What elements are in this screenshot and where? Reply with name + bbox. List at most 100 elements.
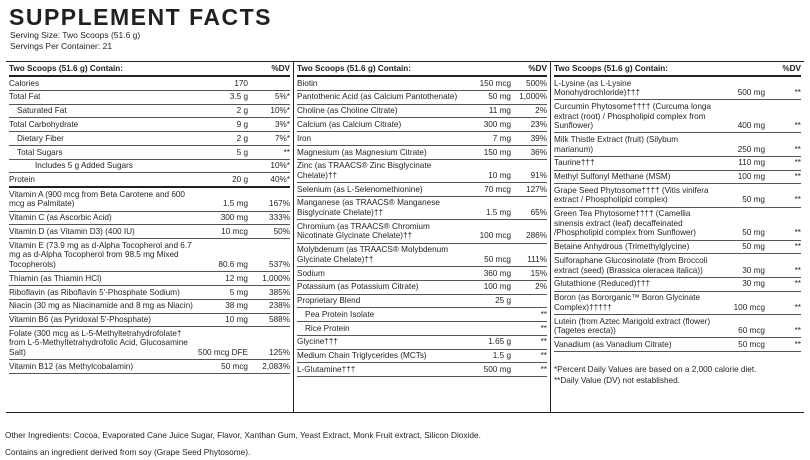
daily-value: ** xyxy=(283,147,290,157)
nutrient-name: Niacin (30 mg as Niacinamide and 8 mg as… xyxy=(9,301,193,311)
nutrient-row: Methyl Sulfonyl Methane (MSM) 100 mg ** xyxy=(554,171,801,185)
daily-value: ** xyxy=(794,279,801,289)
daily-value: ** xyxy=(794,339,801,349)
nutrient-name: Proprietary Blend xyxy=(297,296,361,306)
nutrient-name: L-Lysine (as L-Lysine Monohydrochloride)… xyxy=(554,78,641,98)
daily-value: 385% xyxy=(269,287,290,297)
daily-value: 1,000% xyxy=(262,273,290,283)
nutrient-row: Riboflavin (as Riboflavin 5′-Phosphate S… xyxy=(9,286,290,300)
nutrient-row: Potassium (as Potassium Citrate) 100 mg 2% xyxy=(297,281,547,295)
daily-value: 238% xyxy=(269,301,290,311)
nutrient-row: Rice Protein ** xyxy=(297,322,547,336)
nutrient-name: Pantothenic Acid (as Calcium Pantothenat… xyxy=(297,92,458,102)
nutrient-name: Biotin xyxy=(297,78,318,88)
daily-value: 125% xyxy=(269,348,290,358)
amount: 25 g xyxy=(495,296,511,306)
footnotes: *Percent Daily Values are based on a 2,0… xyxy=(554,364,801,386)
column: Two Scoops (51.6 g) Contain: %DV L-Lysine … xyxy=(550,62,804,412)
nutrient-row: Saturated Fat 2 g 10%* xyxy=(9,105,290,119)
column-header: Two Scoops (51.6 g) Contain: %DV xyxy=(297,62,547,77)
amount: 100 mcg xyxy=(479,231,511,241)
daily-value: ** xyxy=(540,323,547,333)
column-header: Two Scoops (51.6 g) Contain: %DV xyxy=(554,62,801,77)
amount: 3.5 g xyxy=(229,92,248,102)
amount: 7 mg xyxy=(492,133,511,143)
nutrient-row: Biotin 150 mcg 500% xyxy=(297,77,547,91)
amount: 9 g xyxy=(236,119,248,129)
amount: 10 mg xyxy=(225,315,248,325)
daily-value: 2,083% xyxy=(262,361,290,371)
nutrient-row: Niacin (30 mg as Niacinamide and 8 mg as… xyxy=(9,300,290,314)
amount: 38 mg xyxy=(225,301,248,311)
nutrient-row: Glutathione (Reduced)††† 30 mg ** xyxy=(554,278,801,292)
nutrient-name: Vanadium (as Vanadium Citrate) xyxy=(554,339,672,349)
column: Two Scoops (51.6 g) Contain: %DV Calories 1… xyxy=(6,62,293,412)
nutrient-row: Molybdenum (as TRAACS® Molybdenum Glycin… xyxy=(297,244,547,267)
nutrient-row: Pea Protein Isolate ** xyxy=(297,308,547,323)
column-header: Two Scoops (51.6 g) Contain: %DV xyxy=(9,62,290,77)
nutrient-row: Vitamin A (900 mcg from Beta Carotene an… xyxy=(9,188,290,212)
daily-value: ** xyxy=(794,121,801,131)
nutrient-name: Total Fat xyxy=(9,92,41,102)
daily-value: ** xyxy=(794,172,801,182)
nutrient-row: Green Tea Phytosome†††† (Camellia sinens… xyxy=(554,208,801,241)
daily-value: 500% xyxy=(526,78,547,88)
amount: 500 mcg DFE xyxy=(197,348,248,358)
daily-value: ** xyxy=(794,88,801,98)
nutrient-name: Selenium (as L-Selenomethionine) xyxy=(297,184,423,194)
nutrient-row: Milk Thistle Extract (fruit) (Silybum ma… xyxy=(554,133,801,157)
nutrient-name: Choline (as Choline Citrate) xyxy=(297,106,398,116)
nutrient-row: Total Sugars 5 g ** xyxy=(9,146,290,160)
amount: 2 g xyxy=(236,106,248,116)
amount: 170 xyxy=(234,78,248,88)
nutrient-row: Vitamin B12 (as Methylcobalamin) 50 mcg 2,… xyxy=(9,360,290,375)
dv-heading: %DV xyxy=(528,64,547,73)
daily-value: 15% xyxy=(530,268,547,278)
heading: Two Scoops (51.6 g) Contain: xyxy=(554,64,669,73)
daily-value: 91% xyxy=(530,170,547,180)
nutrient-row: Thiamin (as Thiamin HCl) 12 mg 1,000% xyxy=(9,272,290,286)
amount: 12 mg xyxy=(225,273,248,283)
amount: 5 g xyxy=(236,147,248,157)
amount: 30 mg xyxy=(742,279,765,289)
nutrient-row: Curcumin Phytosome†††† (Curcuma longa ex… xyxy=(554,100,801,134)
nutrient-row: Includes 5 g Added Sugars 10%* xyxy=(9,160,290,174)
facts-table: Two Scoops (51.6 g) Contain: %DV Calories 1… xyxy=(6,61,804,413)
daily-value: ** xyxy=(794,195,801,205)
nutrient-row: Total Fat 3.5 g 5%* xyxy=(9,91,290,105)
nutrient-row: Vitamin D (as Vitamin D3) (400 IU) 10 mcg… xyxy=(9,225,290,240)
nutrient-row: Folate (300 mcg as L-5-Methyltetrahydrof… xyxy=(9,327,290,361)
amount: 400 mg xyxy=(737,121,765,131)
nutrient-name: Lutein (from Aztec Marigold extract (flo… xyxy=(554,316,711,336)
daily-value: 333% xyxy=(269,213,290,223)
nutrient-row: Manganese (as TRAACS® Manganese Bisglyci… xyxy=(297,197,547,221)
nutrient-name: Magnesium (as Magnesium Citrate) xyxy=(297,147,427,157)
nutrient-name: Glycine††† xyxy=(297,337,338,347)
nutrient-name: Molybdenum (as TRAACS® Molybdenum Glycin… xyxy=(297,245,449,264)
amount: 1.5 g xyxy=(492,351,511,361)
amount: 100 mg xyxy=(737,172,765,182)
amount: 360 mg xyxy=(483,268,511,278)
nutrient-row: Calcium (as Calcium Citrate) 300 mg 23% xyxy=(297,118,547,133)
nutrient-name: Glutathione (Reduced)††† xyxy=(554,279,651,289)
amount: 1.65 g xyxy=(488,337,511,347)
amount: 60 mcg xyxy=(738,326,765,336)
daily-value: 23% xyxy=(530,119,547,129)
dv-heading: %DV xyxy=(782,64,801,73)
daily-value: 167% xyxy=(269,199,290,209)
amount: 2 g xyxy=(236,133,248,143)
nutrient-name: Total Sugars xyxy=(17,147,63,157)
daily-value: 50% xyxy=(273,227,290,236)
nutrient-name: Manganese (as TRAACS® Manganese Bisglyci… xyxy=(297,198,440,218)
nutrient-row: Taurine††† 110 mg ** xyxy=(554,157,801,171)
daily-value: ** xyxy=(540,337,547,347)
nutrient-row: Vitamin C (as Ascorbic Acid) 300 mg 333% xyxy=(9,212,290,226)
daily-value: 5%* xyxy=(274,92,290,102)
column: Two Scoops (51.6 g) Contain: %DV Biotin 150… xyxy=(293,62,550,412)
amount: 150 mcg xyxy=(479,78,511,88)
nutrient-name: Protein xyxy=(9,175,35,185)
daily-value: ** xyxy=(794,302,801,312)
daily-value: 2% xyxy=(535,106,547,116)
nutrient-name: Sodium xyxy=(297,268,325,278)
amount: 10 mg xyxy=(488,170,511,180)
